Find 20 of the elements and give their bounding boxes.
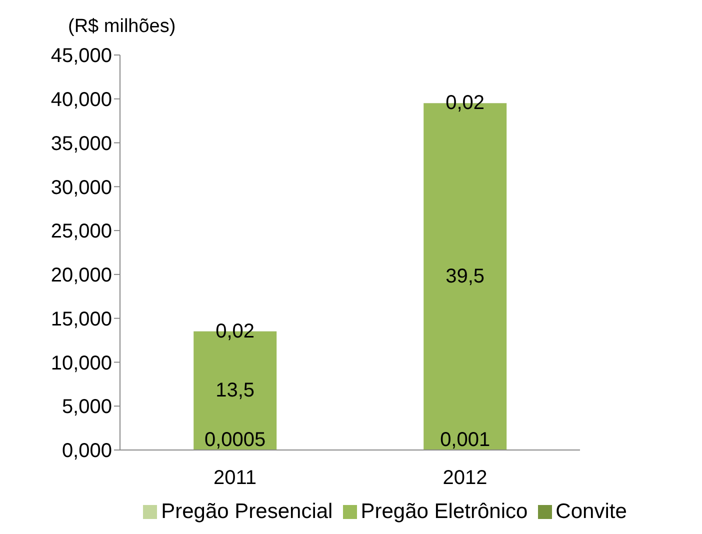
y-tick-label: 15,000 — [50, 308, 112, 330]
y-tick-label: 30,000 — [50, 176, 112, 199]
data-label: 13,5 — [216, 380, 255, 402]
legend-label: Pregão Eletrônico — [360, 500, 528, 523]
x-tick-label: 2012 — [442, 467, 488, 490]
legend-label: Pregão Presencial — [161, 500, 333, 523]
y-axis-title: (R$ milhões) — [68, 16, 176, 38]
data-label: 0,001 — [440, 429, 490, 451]
data-label: 39,5 — [446, 266, 485, 288]
y-tick-label: 35,000 — [50, 132, 112, 155]
y-tick-label: 5,000 — [62, 396, 112, 418]
y-tick-label: 40,000 — [50, 88, 112, 111]
y-tick-label: 45,000 — [50, 45, 112, 68]
y-tick-label: 10,000 — [50, 352, 112, 374]
legend-label: Convite — [556, 500, 627, 523]
y-tick-label: 0,000 — [62, 440, 112, 462]
y-tick-label: 20,000 — [50, 264, 112, 287]
x-tick-label: 2011 — [213, 467, 257, 490]
data-label: 0,0005 — [204, 429, 266, 451]
y-tick-label: 25,000 — [50, 220, 112, 243]
